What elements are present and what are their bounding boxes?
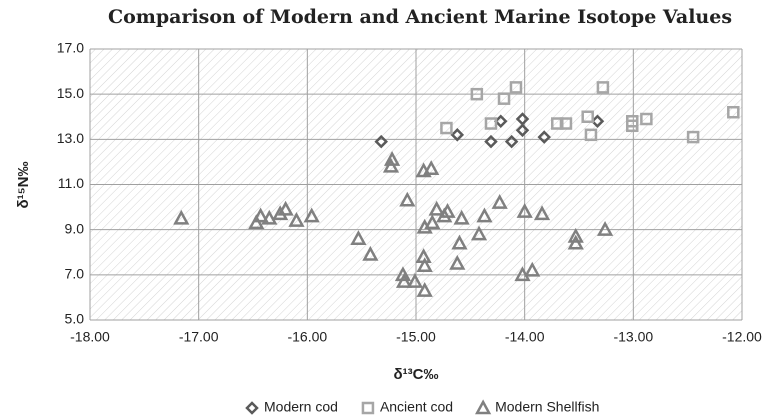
point	[439, 202, 456, 218]
point	[423, 160, 440, 175]
point	[533, 205, 551, 221]
point	[537, 130, 551, 144]
x-tick-label: -14.00	[505, 329, 545, 345]
point	[362, 245, 379, 261]
y-tick-label: 11.0	[58, 175, 84, 191]
point	[261, 209, 278, 225]
point	[596, 81, 610, 94]
point	[596, 221, 614, 236]
point	[493, 114, 508, 129]
point	[497, 92, 511, 105]
point	[173, 209, 190, 225]
point	[449, 254, 466, 270]
point	[350, 230, 367, 245]
point	[625, 119, 639, 133]
point	[453, 209, 470, 225]
y-tick-label: 9.0	[65, 220, 85, 236]
x-tick-label: -13.00	[613, 329, 653, 345]
point	[395, 272, 413, 288]
y-axis-title: δ¹⁵N‰	[15, 162, 32, 209]
legend-swatch	[361, 401, 375, 415]
x-tick-label: -12.00	[722, 329, 762, 345]
chart-title: Comparison of Modern and Ancient Marine …	[108, 6, 732, 28]
point	[504, 134, 519, 149]
legend-swatch	[245, 401, 259, 415]
x-tick-label: -18.00	[70, 329, 110, 345]
point	[584, 128, 598, 142]
point	[567, 227, 584, 243]
y-tick-label: 15.0	[57, 85, 84, 101]
point	[515, 123, 530, 138]
x-axis-title: δ¹³C‰	[394, 366, 439, 383]
point	[686, 130, 700, 144]
point	[374, 134, 388, 149]
point	[252, 207, 269, 223]
point	[248, 214, 265, 230]
x-tick-label: -17.00	[179, 329, 219, 345]
point	[470, 225, 488, 241]
point	[424, 214, 441, 230]
point	[524, 261, 541, 277]
y-tick-label: 5.0	[65, 311, 85, 327]
point	[590, 114, 605, 129]
point	[303, 207, 320, 223]
point	[516, 202, 533, 218]
point	[382, 157, 400, 173]
x-tick-label: -16.00	[287, 329, 327, 345]
point	[491, 193, 508, 209]
point	[440, 121, 453, 135]
point	[727, 105, 740, 119]
point	[451, 234, 468, 250]
point	[476, 207, 493, 223]
point	[406, 272, 424, 288]
point	[484, 134, 498, 149]
x-tick-label: -15.00	[396, 329, 436, 345]
point	[450, 128, 465, 142]
y-tick-label: 13.0	[57, 130, 84, 146]
point	[428, 200, 445, 216]
point	[567, 234, 584, 250]
point	[551, 117, 564, 130]
point	[581, 110, 594, 123]
legend-label: Ancient cod	[380, 399, 453, 415]
point	[484, 117, 498, 130]
point	[416, 257, 433, 273]
legend-label: Modern Shellfish	[495, 399, 599, 415]
y-tick-label: 7.0	[65, 266, 85, 282]
legend-label: Modern cod	[264, 399, 338, 415]
legend-swatch	[475, 399, 492, 415]
point	[288, 212, 305, 227]
point	[509, 81, 523, 94]
y-tick-label: 17.0	[57, 40, 84, 56]
point	[399, 191, 416, 207]
point	[470, 87, 484, 101]
point	[277, 200, 294, 216]
point	[559, 117, 573, 130]
point	[640, 112, 653, 126]
point	[416, 282, 433, 297]
